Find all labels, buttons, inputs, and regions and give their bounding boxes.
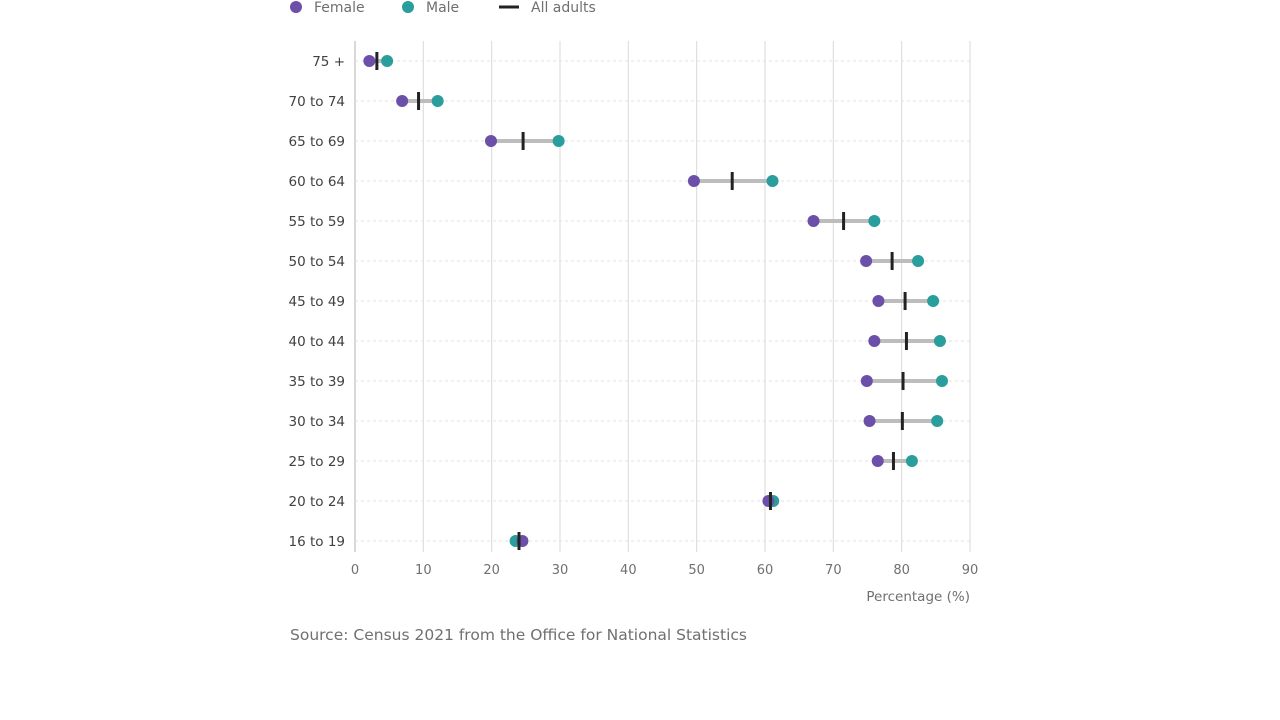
female-dot [860,255,873,267]
male-dot [912,255,925,267]
source-note: Source: Census 2021 from the Office for … [290,626,747,644]
row: 35 to 39 [289,372,970,390]
female-dot [868,335,881,347]
female-dot [863,415,876,427]
male-dot [766,175,779,187]
x-tick-label: 20 [483,563,500,578]
male-dot [927,295,940,307]
female-dot [807,215,820,227]
category-label: 70 to 74 [289,94,346,110]
male-dot [931,415,944,427]
row: 75 + [312,52,970,70]
row: 30 to 34 [289,412,970,430]
row: 16 to 19 [289,532,970,550]
x-tick-label: 70 [825,563,842,578]
row: 40 to 44 [289,332,970,350]
male-dot [933,335,946,347]
legend-marker-male [402,1,414,13]
category-label: 75 + [312,54,345,70]
row: 45 to 49 [289,292,970,310]
category-label: 40 to 44 [289,334,346,350]
category-label: 30 to 34 [289,414,346,430]
male-dot [905,455,918,467]
male-dot [935,375,948,387]
category-label: 50 to 54 [289,254,346,270]
male-dot [381,55,394,67]
category-label: 45 to 49 [289,294,346,310]
x-tick-label: 30 [552,563,569,578]
legend-label: Male [426,0,459,16]
category-label: 20 to 24 [289,494,346,510]
female-dot [871,455,884,467]
x-tick-label: 40 [620,563,637,578]
x-tick-label: 10 [415,563,432,578]
category-label: 65 to 69 [289,134,346,150]
row: 60 to 64 [289,172,970,190]
row: 65 to 69 [289,132,970,150]
category-label: 16 to 19 [289,534,346,550]
x-axis-title: Percentage (%) [866,589,970,605]
chart-rows: 75 + 70 to 74 65 to 69 60 to 64 55 to 59 50 t… [289,52,970,550]
row: 50 to 54 [289,252,970,270]
category-label: 25 to 29 [289,454,346,470]
grid [354,41,971,552]
x-tick-label: 80 [893,563,910,578]
female-dot [762,495,775,507]
female-dot [860,375,873,387]
category-label: 60 to 64 [289,174,346,190]
legend-marker-female [290,1,302,13]
legend-label: All adults [531,0,596,16]
legend-label: Female [314,0,365,16]
female-dot [687,175,700,187]
category-label: 35 to 39 [289,374,346,390]
x-tick-label: 50 [688,563,705,578]
x-tick-label: 0 [351,563,359,578]
legend: Female Male All adults [290,0,596,16]
male-dot [868,215,881,227]
row: 55 to 59 [289,212,970,230]
x-tick-label: 90 [962,563,979,578]
male-dot [552,135,565,147]
row: 25 to 29 [289,452,970,470]
row: 20 to 24 [289,492,970,510]
female-dot [872,295,885,307]
male-dot [431,95,444,107]
category-label: 55 to 59 [289,214,346,230]
x-tick-label: 60 [757,563,774,578]
female-dot [396,95,409,107]
female-dot [484,135,497,147]
x-axis: 0 10 20 30 40 50 60 70 80 90 Percentage (%) [351,563,978,605]
female-dot [363,55,376,67]
row: 70 to 74 [289,92,970,110]
